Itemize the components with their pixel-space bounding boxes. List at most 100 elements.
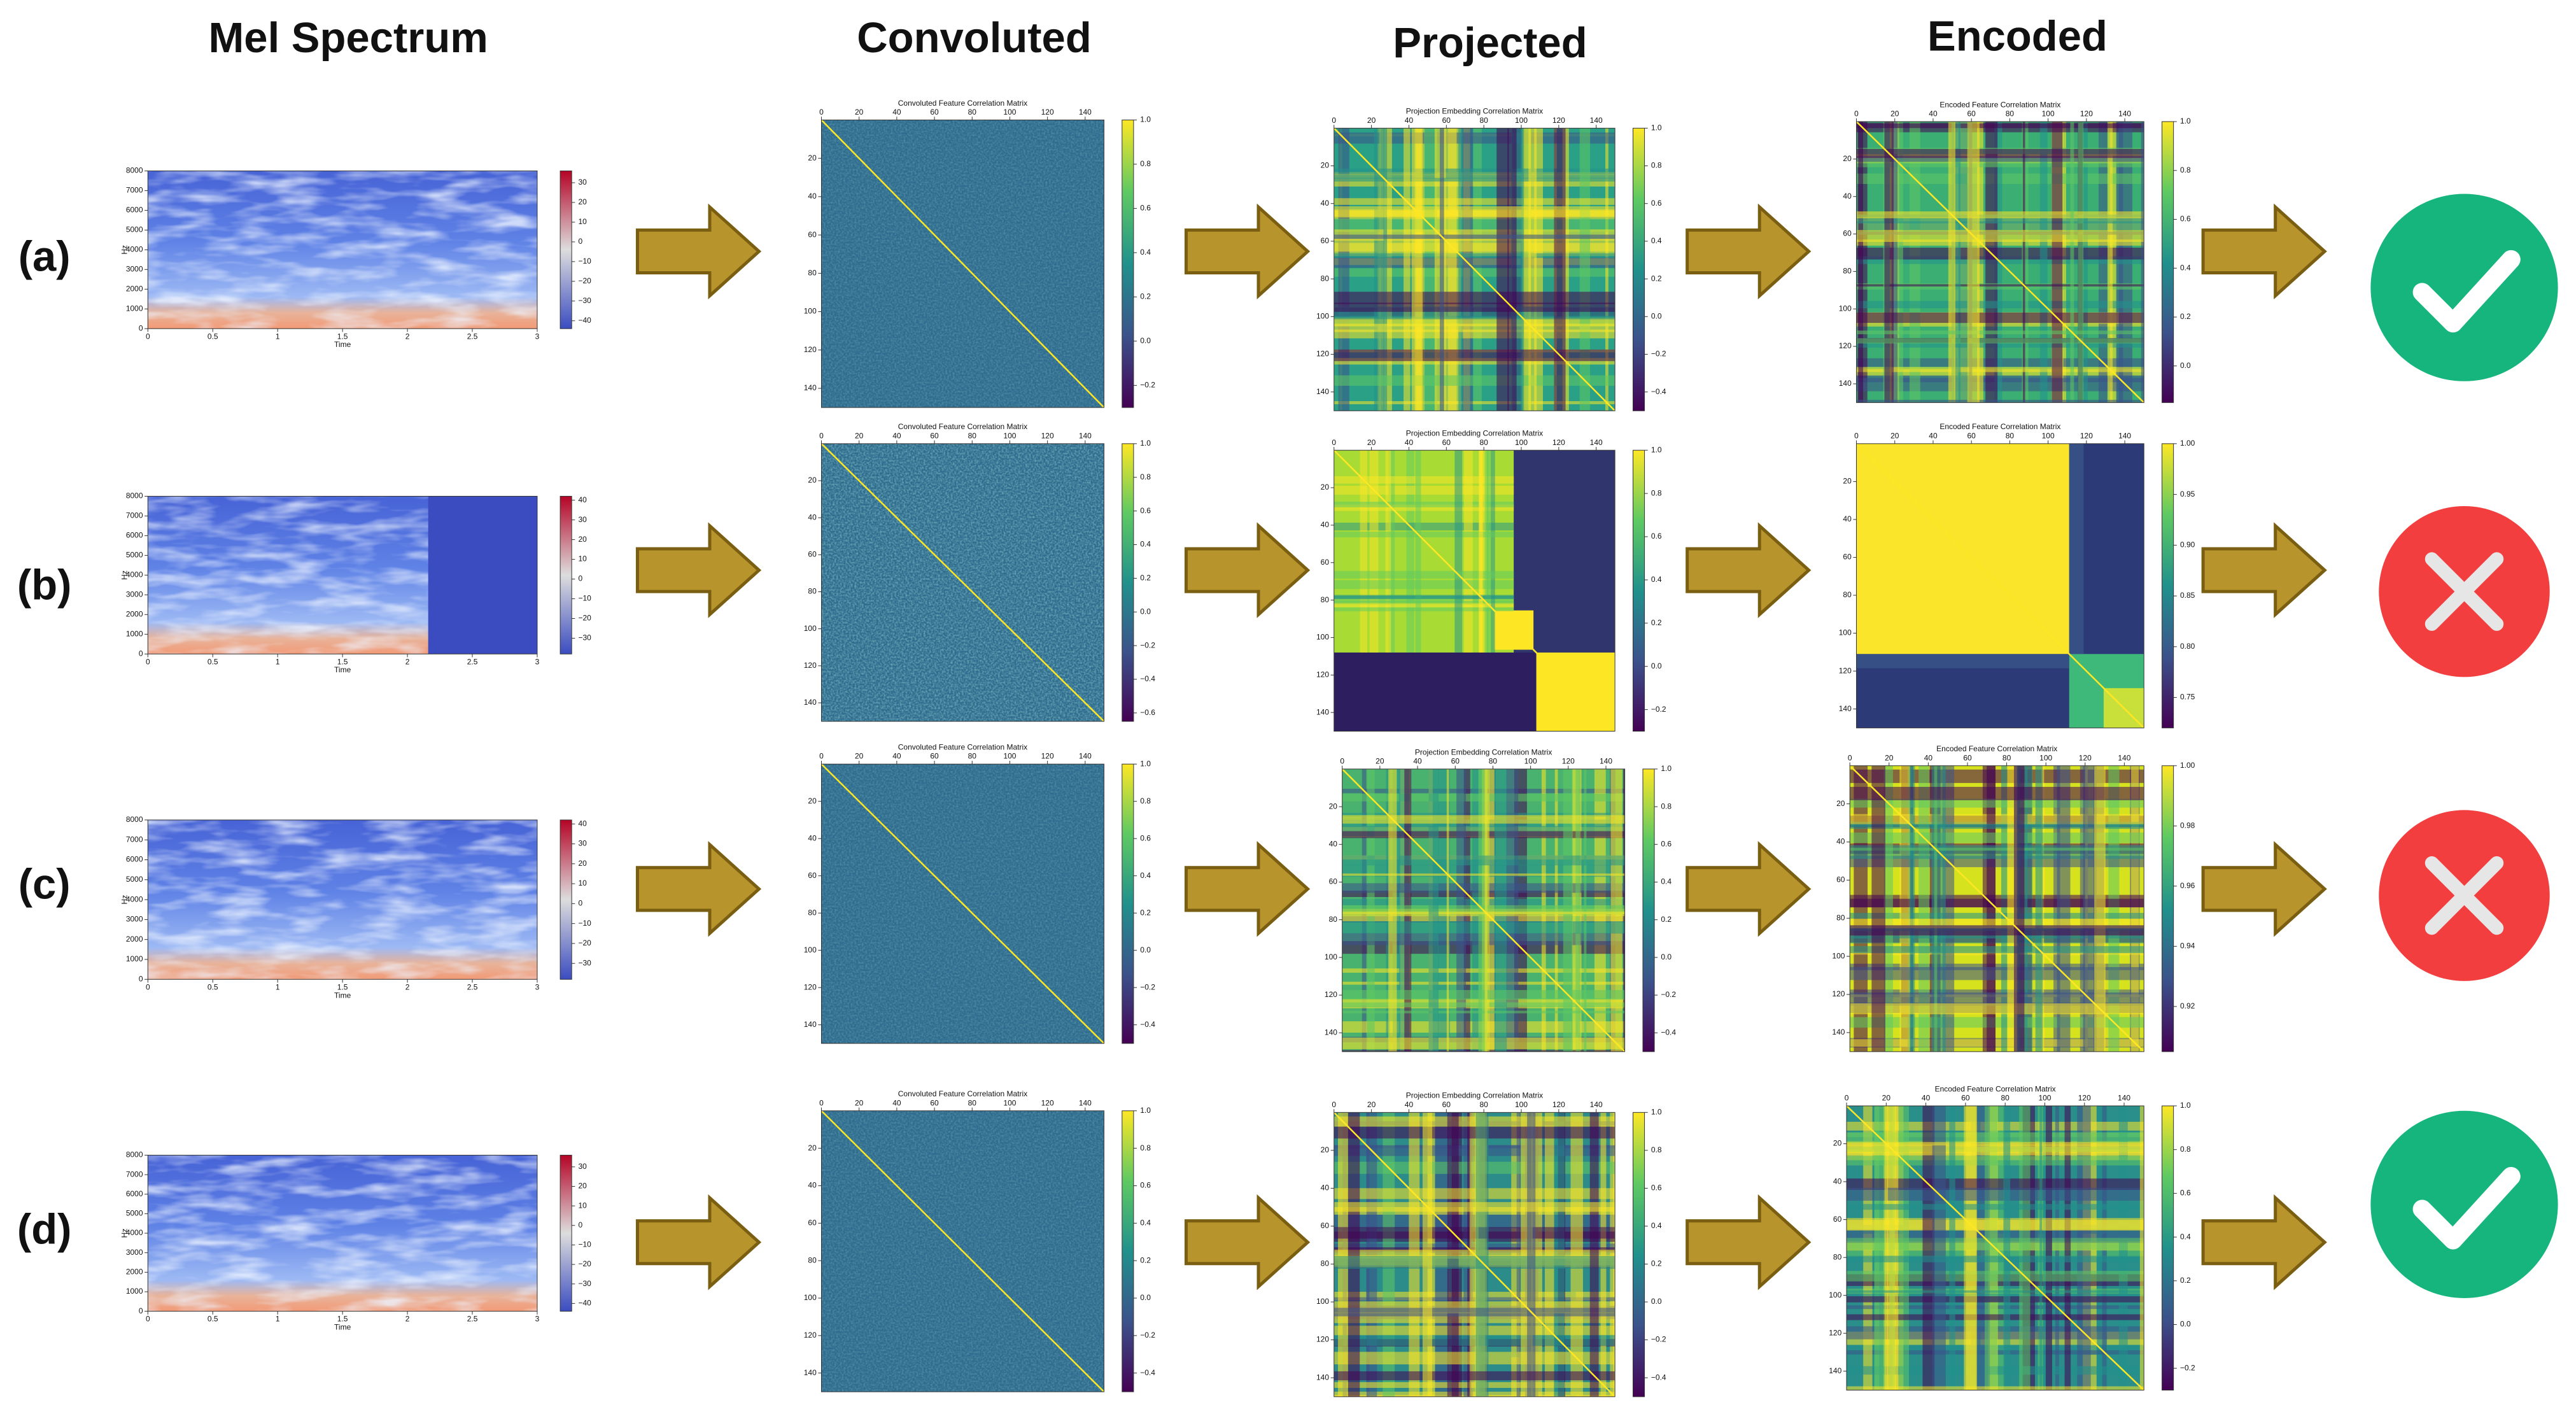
colorbar-tick-label: 0.2 <box>2180 312 2191 321</box>
colorbar-tick-label: −30 <box>579 296 592 305</box>
heatmap-block <box>1856 654 2069 668</box>
heatmap-block <box>1847 1290 2144 1293</box>
heatmap-frame <box>820 119 1104 408</box>
colorbar-tick-label: −0.2 <box>1140 1331 1155 1340</box>
colorbar <box>2162 121 2174 403</box>
heatmap-block <box>1884 1106 1889 1390</box>
colorbar-tick-label: 10 <box>579 1201 588 1210</box>
heatmap <box>1334 128 1615 411</box>
heatmap-diagonal <box>1342 768 1625 1052</box>
heatmap-block <box>1360 450 1368 653</box>
x-tick-label: 20 <box>855 431 864 440</box>
heatmap-block <box>1891 121 1898 403</box>
x-tick-label: 1 <box>276 982 280 991</box>
x-tick-label: 20 <box>1890 110 1899 118</box>
x-tick-label: 60 <box>930 108 939 117</box>
y-tick-label: 100 <box>1325 952 1337 961</box>
heatmap-diagonal <box>821 1110 1104 1392</box>
colorbar-tick-label: 0 <box>579 237 583 246</box>
row-label: (d) <box>17 1205 72 1253</box>
colorbar-tick-label: 0.2 <box>1140 1255 1151 1264</box>
heatmap <box>1850 765 2144 1052</box>
colorbar-tick-label: 20 <box>579 1182 588 1191</box>
x-tick-label: 3 <box>535 1315 540 1324</box>
colorbar <box>560 819 572 980</box>
heatmap-block <box>1883 765 1893 1052</box>
heatmap-block <box>1964 1106 1978 1390</box>
y-tick-label: 7000 <box>126 511 143 520</box>
spectrogram <box>147 495 538 654</box>
y-tick-label: 60 <box>808 230 817 239</box>
heatmap-block <box>1847 1255 2144 1262</box>
x-tick-label: 0 <box>819 752 824 761</box>
heatmap-block <box>1847 1218 2144 1231</box>
heatmap-block <box>1334 198 1615 205</box>
y-tick-label: 80 <box>1843 590 1852 599</box>
x-tick-label: 80 <box>1479 1100 1488 1109</box>
heatmap-frame <box>1342 768 1626 1052</box>
heatmap-block <box>1850 1039 2144 1047</box>
heatmap <box>821 1110 1104 1392</box>
heatmap-block <box>2035 765 2043 1052</box>
spectrogram <box>147 819 538 980</box>
y-tick-label: 120 <box>1325 990 1337 999</box>
arrow <box>2201 1194 2327 1290</box>
colorbar-tick-label: 0.90 <box>2180 541 2195 549</box>
heatmap-block <box>1856 338 2144 344</box>
x-tick-label: 40 <box>892 1098 901 1107</box>
y-tick-label: 40 <box>808 192 817 201</box>
x-tick-label: 80 <box>968 752 977 761</box>
x-tick-label: 120 <box>2080 431 2093 440</box>
x-tick-label: 120 <box>2080 110 2093 118</box>
y-tick-label: 2000 <box>126 609 143 618</box>
colorbar-tick-label: 0.6 <box>1140 506 1151 515</box>
colorbar-tick-label: −10 <box>579 1240 592 1249</box>
y-tick-label: 6000 <box>126 206 143 215</box>
arrow <box>1184 841 1311 937</box>
colorbar-tick-label: 0.94 <box>2180 942 2195 951</box>
x-tick-label: 140 <box>1590 438 1603 447</box>
check-icon <box>2370 1110 2558 1298</box>
x-tick-label: 100 <box>1003 431 1016 440</box>
heatmap-block <box>1858 121 1863 403</box>
colorbar-tick-label: 0.75 <box>2180 693 2195 702</box>
x-tick-label: 60 <box>1442 116 1451 125</box>
matrix-title: Convoluted Feature Correlation Matrix <box>898 743 1027 752</box>
x-tick-label: 20 <box>855 108 864 117</box>
colorbar <box>1642 768 1655 1052</box>
x-tick-label: 2.5 <box>467 982 478 991</box>
colorbar-tick-label: −0.2 <box>1651 1335 1666 1344</box>
x-tick-label: 0 <box>819 1098 824 1107</box>
heatmap-block <box>1847 1386 2144 1390</box>
heatmap-block <box>1342 855 1625 866</box>
colorbar-tick-label: 0.8 <box>1651 488 1662 497</box>
spectrogram-texture <box>148 1155 537 1311</box>
y-tick-label: 6000 <box>126 531 143 540</box>
colorbar <box>2162 765 2174 1052</box>
x-tick-label: 1 <box>276 657 280 666</box>
matrix-title: Projection Embedding Correlation Matrix <box>1406 107 1543 116</box>
colorbar-tick-label: 0.4 <box>1140 871 1151 880</box>
x-tick-label: 60 <box>930 1098 939 1107</box>
y-tick-label: 140 <box>1316 1373 1329 1382</box>
y-tick-label: 40 <box>1843 514 1852 523</box>
arrow <box>2201 522 2327 618</box>
y-tick-label: 60 <box>808 871 817 880</box>
heatmap-block <box>1871 765 1885 1052</box>
x-tick-label: 120 <box>1552 1100 1565 1109</box>
y-tick-label: 1000 <box>126 304 143 313</box>
colorbar-tick-label: −20 <box>579 614 592 623</box>
heatmap-block <box>1856 148 2144 159</box>
arrow <box>635 1194 762 1290</box>
heatmap-block <box>1884 121 1894 403</box>
arrow <box>1184 522 1311 618</box>
heatmap-block <box>1850 952 2144 955</box>
heatmap-block <box>1932 1106 1946 1390</box>
heatmap-block <box>1847 1296 2144 1303</box>
heatmap-block <box>1850 963 2144 970</box>
colorbar-tick-label: 0.8 <box>1140 796 1151 805</box>
heatmap-block <box>1847 1187 2144 1201</box>
x-tick-label: 20 <box>1376 756 1384 765</box>
heatmap-block <box>1856 367 2144 372</box>
y-tick-label: 20 <box>1321 483 1330 491</box>
